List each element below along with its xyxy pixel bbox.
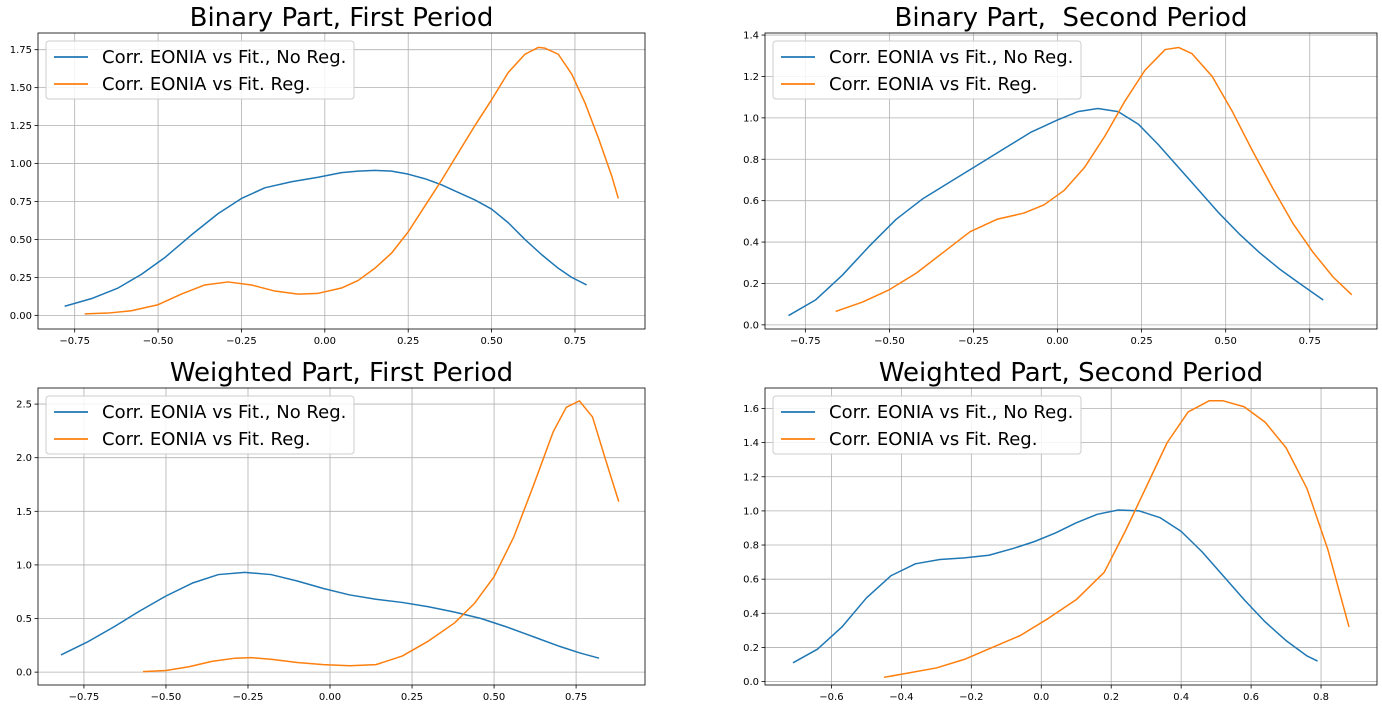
y-tick-label: 1.0 bbox=[743, 506, 759, 517]
x-tick-label: 0.4 bbox=[1173, 692, 1189, 703]
y-tick-label: 1.2 bbox=[743, 72, 759, 83]
chart-title: Weighted Part, Second Period bbox=[879, 358, 1263, 388]
legend-label: Corr. EONIA vs Fit. Reg. bbox=[829, 74, 1037, 95]
x-tick-label: 0.00 bbox=[319, 692, 341, 703]
x-tick-label: −0.6 bbox=[819, 692, 843, 703]
axes-frame bbox=[37, 32, 646, 330]
series-line-no-reg bbox=[60, 571, 600, 659]
chart-panel-1: −0.75 −0.50 −0.25 0.00 0.25 0.50 0.75 0.00 0.25 0… bbox=[10, 3, 646, 347]
x-tick-label: 0.50 bbox=[483, 692, 505, 703]
x-tick-label: 0.6 bbox=[1243, 692, 1259, 703]
chart-title: Weighted Part, First Period bbox=[170, 358, 513, 388]
chart-panel-2: −0.75 −0.50 −0.25 0.00 0.25 0.50 0.75 0.0 0.2 0.4… bbox=[743, 3, 1378, 347]
series-line-no-reg bbox=[64, 169, 587, 307]
x-tick-label: 0.50 bbox=[1215, 336, 1237, 347]
y-tick-label: 0.2 bbox=[743, 279, 759, 290]
chart-panel-4: −0.6 −0.4 −0.2 0.0 0.2 0.4 0.6 0.8 0.0 0.2 0.4 0.6 0… bbox=[743, 358, 1378, 703]
x-tick-label: −0.4 bbox=[889, 692, 913, 703]
x-tick-label: −0.50 bbox=[874, 336, 905, 347]
x-tick-label: 0.0 bbox=[1033, 692, 1049, 703]
y-tick-label: 0.0 bbox=[743, 320, 759, 331]
y-tick-label: 0.2 bbox=[743, 643, 759, 654]
series-line-no-reg bbox=[792, 509, 1318, 664]
legend-box bbox=[45, 40, 355, 100]
y-tick-label: 1.50 bbox=[10, 83, 32, 94]
legend-label: Corr. EONIA vs Fit. Reg. bbox=[102, 74, 310, 95]
x-tick-label: 0.25 bbox=[401, 692, 423, 703]
x-tick-label: 0.2 bbox=[1103, 692, 1119, 703]
y-tick-label: 2.0 bbox=[16, 453, 32, 464]
legend: Corr. EONIA vs Fit., No Reg. Corr. EONIA … bbox=[772, 395, 1082, 455]
x-tick-label: −0.75 bbox=[790, 336, 821, 347]
x-tick-label: 0.00 bbox=[314, 336, 336, 347]
legend-label: Corr. EONIA vs Fit., No Reg. bbox=[829, 47, 1073, 68]
y-tick-label: 0.8 bbox=[743, 541, 759, 552]
series-line-reg bbox=[84, 46, 620, 315]
legend: Corr. EONIA vs Fit., No Reg. Corr. EONIA … bbox=[772, 40, 1082, 100]
legend-label: Corr. EONIA vs Fit. Reg. bbox=[102, 429, 310, 450]
y-tick-label: 1.5 bbox=[16, 507, 32, 518]
y-tick-label: 0.4 bbox=[743, 609, 759, 620]
x-tick-label: −0.75 bbox=[69, 692, 100, 703]
y-tick-label: 0.5 bbox=[16, 614, 32, 625]
x-tick-label: 0.75 bbox=[565, 692, 587, 703]
axes-frame bbox=[37, 387, 646, 686]
y-tick-label: 1.0 bbox=[743, 113, 759, 124]
series-line-reg bbox=[883, 400, 1350, 679]
legend: Corr. EONIA vs Fit., No Reg. Corr. EONIA … bbox=[45, 40, 355, 100]
y-tick-label: 2.5 bbox=[16, 400, 32, 411]
x-tick-label: 0.75 bbox=[564, 336, 586, 347]
legend-label: Corr. EONIA vs Fit. Reg. bbox=[829, 429, 1037, 450]
series-line-reg bbox=[835, 46, 1353, 313]
series-line-reg bbox=[142, 400, 620, 673]
y-tick-label: 1.4 bbox=[743, 438, 759, 449]
y-tick-label: 1.4 bbox=[743, 31, 759, 42]
axes-frame bbox=[764, 32, 1378, 330]
x-tick-label: −0.2 bbox=[959, 692, 983, 703]
y-tick-label: 1.25 bbox=[10, 121, 32, 132]
chart-panel-3: −0.75 −0.50 −0.25 0.00 0.25 0.50 0.75 0.0 0.5 1.0… bbox=[16, 358, 646, 703]
y-tick-label: 0.50 bbox=[10, 235, 32, 246]
chart-title: Binary Part, First Period bbox=[190, 3, 494, 33]
x-tick-label: −0.25 bbox=[233, 692, 264, 703]
legend-label: Corr. EONIA vs Fit., No Reg. bbox=[102, 47, 346, 68]
x-tick-label: −0.25 bbox=[226, 336, 257, 347]
legend-label: Corr. EONIA vs Fit., No Reg. bbox=[102, 402, 346, 423]
y-tick-label: 0.4 bbox=[743, 238, 759, 249]
chart-title: Binary Part, Second Period bbox=[895, 3, 1248, 33]
x-tick-label: 0.50 bbox=[480, 336, 502, 347]
legend-box bbox=[772, 40, 1082, 100]
y-tick-label: 0.6 bbox=[743, 196, 759, 207]
y-tick-label: 0.75 bbox=[10, 197, 32, 208]
y-tick-label: 0.0 bbox=[16, 668, 32, 679]
y-tick-label: 0.25 bbox=[10, 273, 32, 284]
x-tick-label: −0.75 bbox=[59, 336, 90, 347]
y-tick-label: 1.6 bbox=[743, 404, 759, 415]
x-tick-label: −0.50 bbox=[143, 336, 174, 347]
legend-box bbox=[772, 395, 1082, 455]
x-tick-label: 0.25 bbox=[1130, 336, 1152, 347]
y-tick-label: 1.0 bbox=[16, 560, 32, 571]
legend: Corr. EONIA vs Fit., No Reg. Corr. EONIA … bbox=[45, 395, 355, 455]
y-tick-label: 1.2 bbox=[743, 472, 759, 483]
x-tick-label: 0.00 bbox=[1046, 336, 1068, 347]
series-line-no-reg bbox=[788, 107, 1324, 317]
x-tick-label: −0.50 bbox=[151, 692, 182, 703]
y-tick-label: 0.8 bbox=[743, 155, 759, 166]
y-tick-label: 1.00 bbox=[10, 159, 32, 170]
y-tick-label: 0.6 bbox=[743, 575, 759, 586]
y-tick-label: 0.00 bbox=[10, 311, 32, 322]
y-tick-label: 0.0 bbox=[743, 677, 759, 688]
y-tick-label: 1.75 bbox=[10, 45, 32, 56]
legend-label: Corr. EONIA vs Fit., No Reg. bbox=[829, 402, 1073, 423]
legend-box bbox=[45, 395, 355, 455]
x-tick-label: 0.25 bbox=[397, 336, 419, 347]
x-tick-label: 0.8 bbox=[1313, 692, 1329, 703]
x-tick-label: −0.25 bbox=[958, 336, 989, 347]
x-tick-label: 0.75 bbox=[1299, 336, 1321, 347]
axes-frame bbox=[764, 387, 1378, 686]
